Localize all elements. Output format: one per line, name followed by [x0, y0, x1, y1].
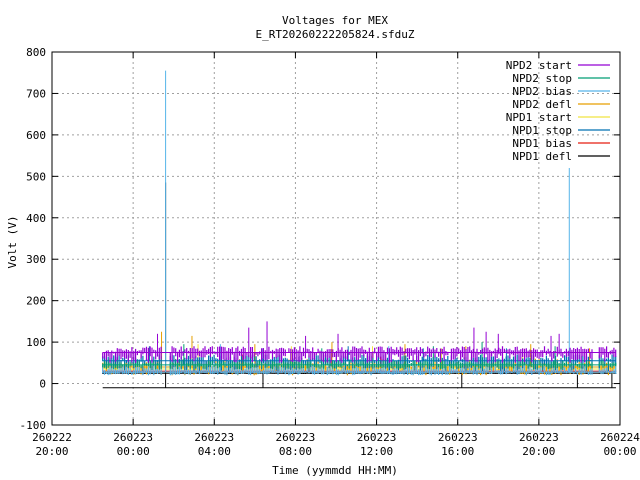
y-tick-label: -100 — [20, 419, 47, 432]
y-axis-label: Volt (V) — [6, 216, 19, 269]
chart-title: Voltages for MEX — [282, 14, 388, 27]
x-axis-label: Time (yymmdd HH:MM) — [272, 464, 398, 477]
x-tick-label-time: 08:00 — [279, 445, 312, 458]
y-tick-label: 600 — [26, 129, 46, 142]
series-npd2-bias — [102, 70, 617, 376]
x-tick-label-time: 12:00 — [360, 445, 393, 458]
legend-label: NPD1 start — [506, 111, 572, 124]
x-tick-label-time: 04:00 — [198, 445, 231, 458]
y-tick-label: 700 — [26, 87, 46, 100]
y-tick-label: 200 — [26, 295, 46, 308]
y-tick-label: 500 — [26, 170, 46, 183]
chart-subtitle: E_RT20260222205824.sfduZ — [256, 28, 415, 41]
x-tick-label-time: 20:00 — [35, 445, 68, 458]
x-tick-label-date: 260223 — [519, 431, 559, 444]
x-tick-label-date: 260223 — [438, 431, 478, 444]
x-tick-label-date: 260223 — [113, 431, 153, 444]
legend-label: NPD2 stop — [512, 72, 572, 85]
legend-label: NPD2 defl — [512, 98, 572, 111]
y-tick-label: 0 — [39, 378, 46, 391]
x-tick-label-time: 16:00 — [441, 445, 474, 458]
x-tick-label-time: 20:00 — [522, 445, 555, 458]
y-tick-label: 100 — [26, 336, 46, 349]
legend-label: NPD1 bias — [512, 137, 572, 150]
x-tick-label-time: 00:00 — [603, 445, 636, 458]
x-tick-label-time: 00:00 — [117, 445, 150, 458]
legend-label: NPD2 start — [506, 59, 572, 72]
y-tick-label: 800 — [26, 46, 46, 59]
y-tick-label: 400 — [26, 212, 46, 225]
axis-ticks: -100010020030040050060070080026022220:00… — [20, 46, 640, 458]
series-band — [102, 346, 617, 363]
legend-label: NPD2 bias — [512, 85, 572, 98]
x-tick-label-date: 260223 — [276, 431, 316, 444]
x-tick-label-date: 260223 — [194, 431, 234, 444]
series-npd2-stop — [102, 342, 617, 369]
plot-frame — [51, 51, 621, 426]
y-tick-label: 300 — [26, 253, 46, 266]
x-tick-label-date: 260222 — [32, 431, 72, 444]
legend-label: NPD1 stop — [512, 124, 572, 137]
x-tick-label-date: 260224 — [600, 431, 640, 444]
x-tick-label-date: 260223 — [357, 431, 397, 444]
series-layer — [102, 70, 617, 389]
legend-label: NPD1 defl — [512, 150, 572, 163]
series-npd2-start — [102, 321, 617, 363]
